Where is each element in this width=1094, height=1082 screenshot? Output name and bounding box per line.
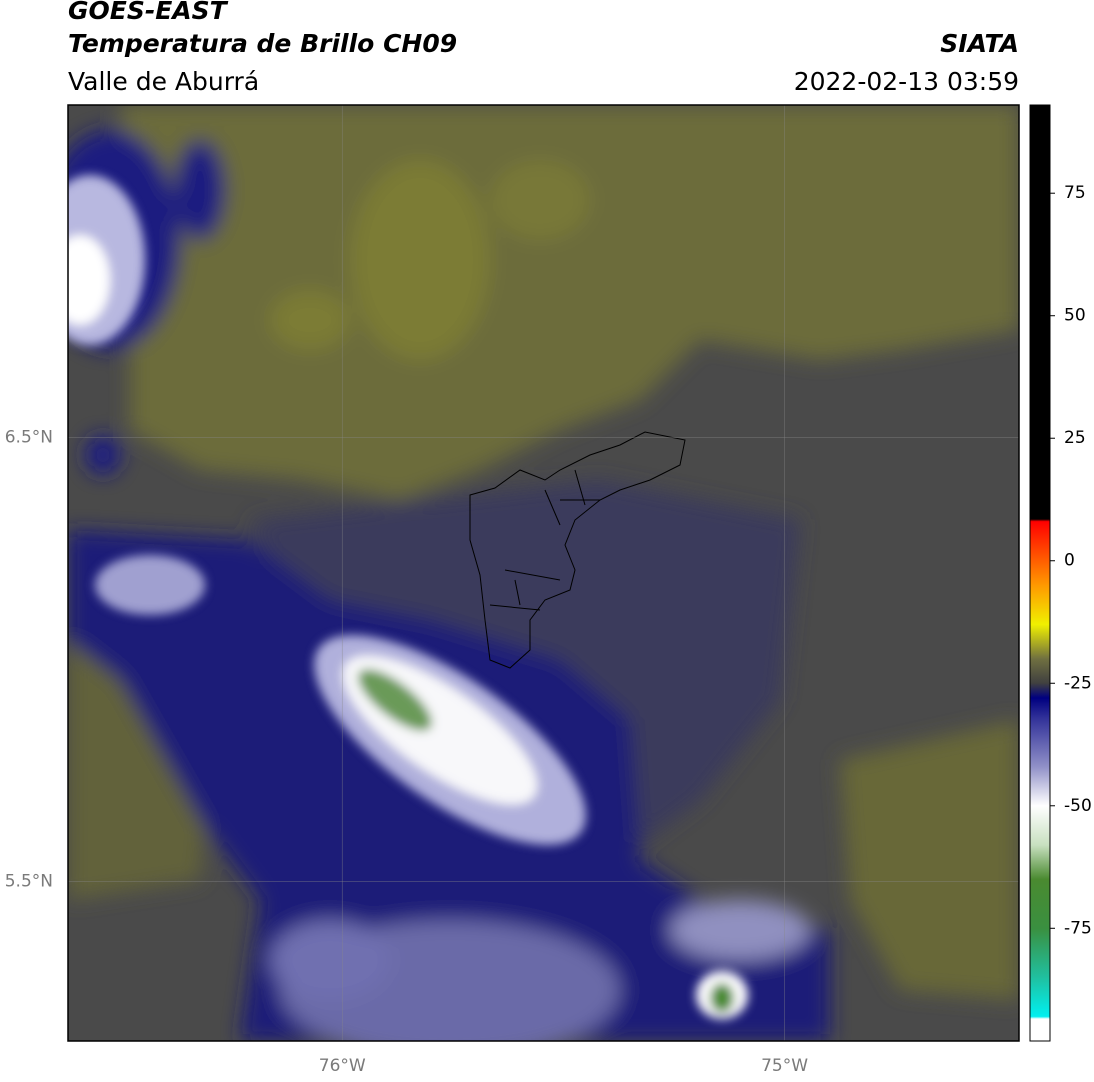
colorbar-label: -25 <box>1064 673 1092 693</box>
colorbar-label: -75 <box>1064 918 1092 938</box>
colorbar: 75 50 25 0 -25 -50 -75 <box>1029 104 1092 1042</box>
cold-core <box>68 235 110 325</box>
coldest-core <box>710 983 734 1013</box>
cloud-field <box>68 105 1019 1041</box>
title: GOES-EAST <box>68 0 229 25</box>
lat-label: 5.5°N <box>5 871 53 891</box>
subtitle: Temperatura de Brillo CH09 <box>68 29 457 58</box>
colorbar-label: 25 <box>1064 428 1086 448</box>
source: SIATA <box>940 29 1019 58</box>
colorbar-label: 50 <box>1064 306 1086 326</box>
colorbar-label: 0 <box>1064 551 1075 571</box>
cold-core <box>670 900 810 960</box>
cloud-cores <box>68 175 748 1019</box>
datetime: 2022-02-13 03:59 <box>794 67 1019 96</box>
warm-patch <box>490 160 590 240</box>
warm-region <box>840 720 1019 1000</box>
cold-core <box>95 555 205 615</box>
cold-core <box>270 920 390 1000</box>
colorbar-scale <box>1029 104 1051 1042</box>
warm-patch <box>350 160 490 360</box>
colorbar-label: -50 <box>1064 796 1092 816</box>
lon-label: 75°W <box>761 1056 808 1076</box>
cold-band <box>175 140 225 240</box>
colorbar-label: 75 <box>1064 183 1086 203</box>
lat-label: 6.5°N <box>5 428 53 448</box>
cold-band <box>85 435 121 475</box>
warm-region <box>120 105 1019 500</box>
lon-label: 76°W <box>319 1056 366 1076</box>
satellite-image <box>68 105 1019 1041</box>
map-frame <box>67 104 1020 1042</box>
region: Valle de Aburrá <box>68 67 259 96</box>
warm-patch <box>270 290 350 350</box>
graticule: 6.5°N 5.5°N 76°W 75°W <box>5 105 1019 1076</box>
municipal-boundaries <box>469 431 686 669</box>
coldest-core <box>358 669 432 731</box>
